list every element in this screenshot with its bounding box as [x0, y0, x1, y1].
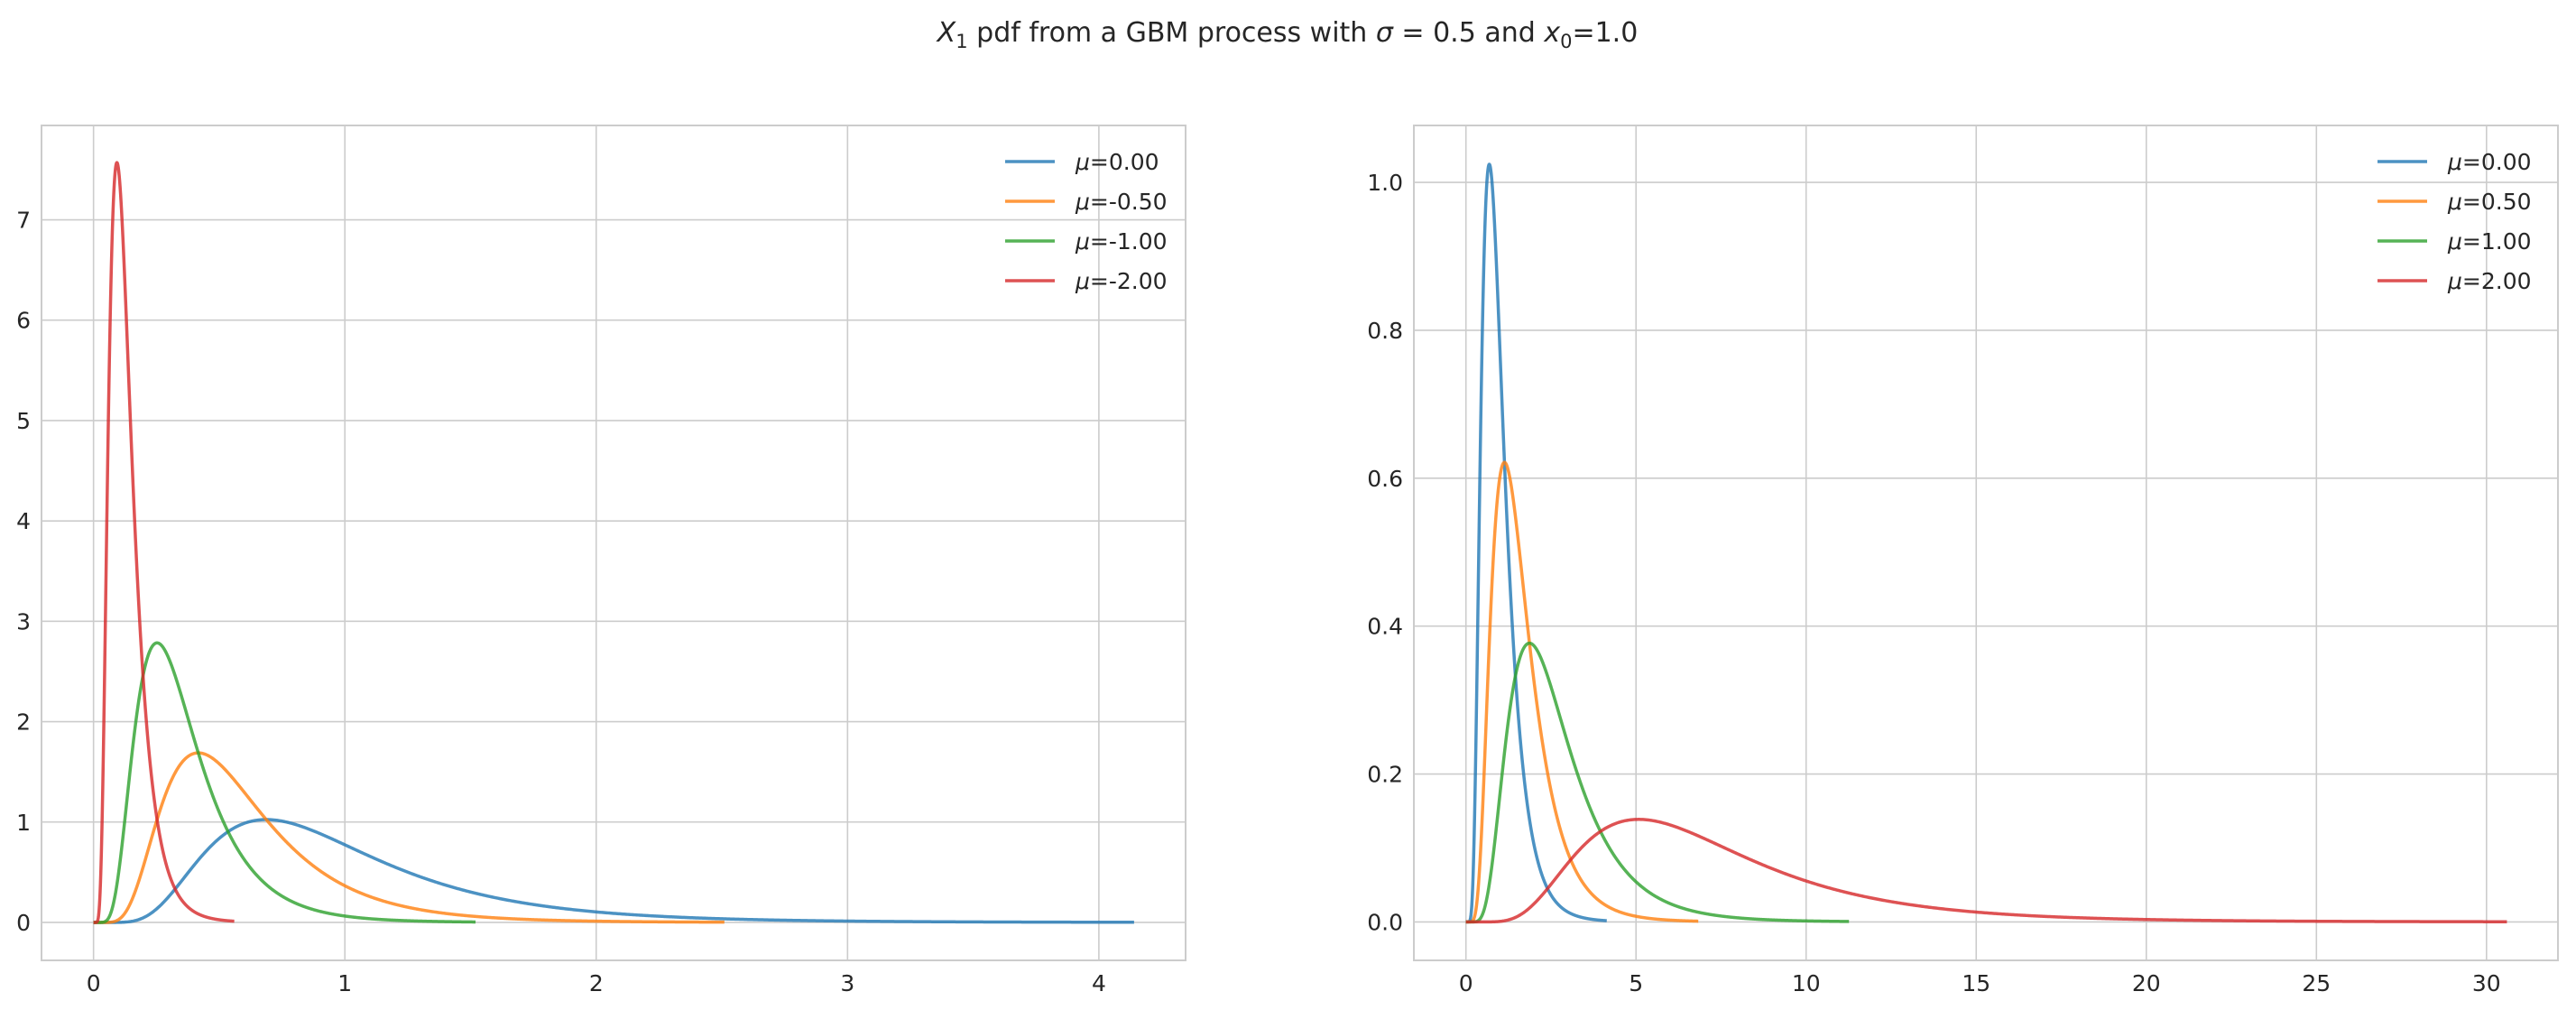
- x-tick-label: 10: [1792, 970, 1821, 996]
- axes-frame: [41, 125, 1186, 961]
- grid: [42, 125, 1186, 960]
- series-line-1: [1464, 460, 1700, 924]
- y-tick-label: 7: [16, 208, 31, 234]
- x-tick-label: 3: [840, 970, 854, 996]
- series-line-2: [92, 641, 477, 924]
- legend-label: μ=0.50: [2447, 189, 2532, 215]
- series-line-2: [1464, 641, 1851, 924]
- right-chart-panel: 0 5 10 15 20 25 300.00.20.40.60.81.0μ=0.00μ=0.…: [1367, 125, 2559, 996]
- y-tick-label: 0: [16, 910, 31, 936]
- left-chart-panel: 0 1 2 3 4 0 1 2 3 4 5 6 7 μ=0.00 μ=-0.50 μ=-1.00 μ=-2.00: [16, 125, 1186, 996]
- y-tick-label: 4: [16, 508, 31, 534]
- y-tick-label: 3: [16, 608, 31, 635]
- y-tick-label: 0.0: [1367, 909, 1403, 935]
- x-tick-label: 25: [2302, 970, 2331, 996]
- y-tick-label: 1.0: [1367, 170, 1403, 196]
- series-line-1: [92, 751, 725, 924]
- y-tick-label: 0.4: [1367, 614, 1403, 640]
- legend: μ=0.00 μ=0.50 μ=1.00 μ=2.00: [2377, 149, 2532, 294]
- x-tick-label: 0: [87, 970, 101, 996]
- series-line-0: [93, 818, 1135, 924]
- legend-label: μ=2.00: [2447, 268, 2532, 294]
- y-tick-label: 5: [16, 408, 31, 434]
- legend: μ=0.00 μ=-0.50 μ=-1.00 μ=-2.00: [1005, 149, 1168, 294]
- x-tick-label: 2: [589, 970, 604, 996]
- legend-label: μ=0.00: [1075, 149, 1159, 175]
- series-line-3: [1465, 818, 2507, 924]
- x-tick-label: 30: [2472, 970, 2501, 996]
- y-tick-label: 2: [16, 709, 31, 736]
- x-tick-label: 0: [1459, 970, 1473, 996]
- x-tick-label: 15: [1962, 970, 1990, 996]
- legend-label: μ=-1.00: [1075, 228, 1168, 255]
- y-tick-label: 6: [16, 308, 31, 334]
- y-tick-label: 0.6: [1367, 466, 1403, 492]
- grid: [1414, 125, 2558, 960]
- y-tick-label: 0.2: [1367, 762, 1403, 788]
- y-tick-label: 0.8: [1367, 318, 1403, 344]
- y-tick-label: 1: [16, 810, 31, 836]
- legend-label: μ=0.00: [2447, 149, 2532, 175]
- x-tick-label: 4: [1092, 970, 1106, 996]
- x-tick-label: 5: [1629, 970, 1643, 996]
- axes-frame: [1413, 125, 2559, 961]
- legend-label: μ=-0.50: [1075, 189, 1168, 215]
- series-line-3: [92, 161, 236, 924]
- x-tick-label: 20: [2132, 970, 2161, 996]
- legend-label: μ=1.00: [2447, 228, 2532, 255]
- figure-title: X1 pdf from a GBM process with σ = 0.5 a…: [936, 17, 1639, 52]
- legend-label: μ=-2.00: [1075, 268, 1168, 294]
- x-tick-label: 1: [337, 970, 352, 996]
- series-line-0: [1464, 162, 1609, 924]
